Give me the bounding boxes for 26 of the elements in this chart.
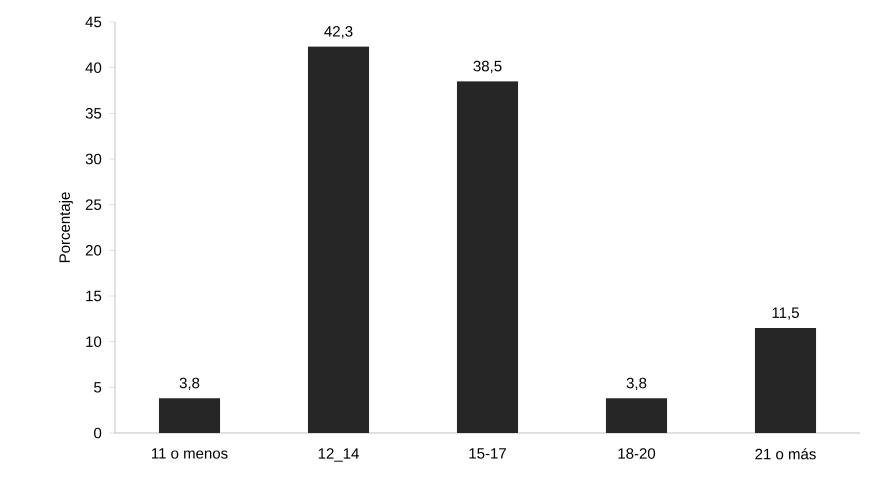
data-label: 3,8: [180, 378, 200, 390]
y-tick-label: 30: [86, 154, 102, 164]
y-tick-label: 40: [85, 62, 102, 73]
data-label: 42,3: [324, 26, 352, 38]
x-tick-label: 11 o menos: [152, 448, 228, 459]
y-tick-label: 25: [86, 199, 102, 210]
x-tick-label: 18-20: [618, 448, 656, 459]
bar: [606, 398, 668, 433]
bar: [308, 46, 370, 433]
data-label: 38,5: [473, 60, 502, 74]
y-tick-label: 5: [94, 382, 102, 393]
data-label: 11,5: [772, 308, 799, 320]
x-tick-label: 21 o más: [755, 448, 816, 460]
bar: [754, 328, 816, 433]
x-tick-label: 15-17: [469, 448, 506, 459]
y-tick-label: 15: [86, 290, 102, 302]
y-tick-label: 45: [85, 16, 102, 28]
bar: [158, 398, 220, 433]
bar: [456, 81, 518, 433]
y-axis-title: Porcentaje: [58, 192, 73, 262]
x-tick-label: 12_14: [318, 448, 359, 462]
y-tick-label: 10: [86, 336, 102, 347]
y-tick-label: 35: [86, 108, 102, 119]
y-tick-label: 0: [94, 428, 102, 438]
y-tick-label: 20: [86, 245, 102, 256]
data-label: 3,8: [626, 378, 646, 390]
